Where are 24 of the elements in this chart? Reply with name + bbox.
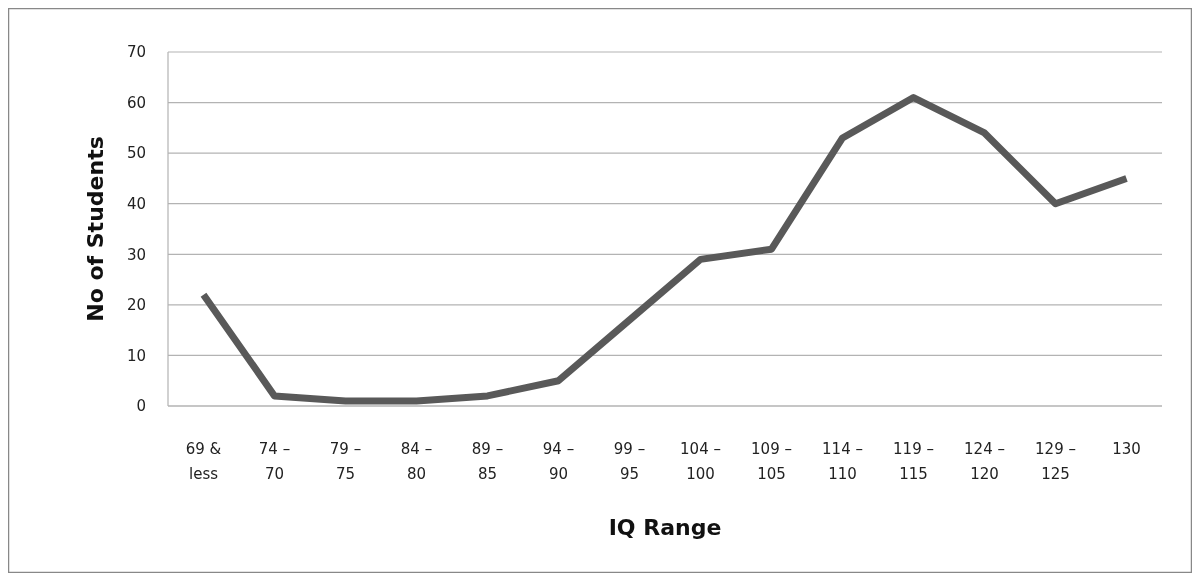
y-tick-label: 10	[126, 346, 146, 365]
y-tick-label: 0	[136, 397, 146, 416]
x-axis-title: IQ Range	[608, 515, 722, 540]
x-tick-label: 94 – 90	[542, 440, 575, 483]
x-tick-label: 69 & less	[185, 440, 222, 483]
x-tick-label: 79 – 75	[329, 440, 362, 483]
x-tick-label: 89 – 85	[471, 440, 504, 483]
x-tick-label: 104 – 100	[680, 440, 721, 483]
x-tick-label: 109 – 105	[751, 440, 792, 483]
x-tick-label: 129 – 125	[1035, 440, 1076, 483]
x-tick-label: 130	[1112, 440, 1141, 458]
y-tick-label: 30	[126, 245, 146, 264]
x-tick-label: 114 – 110	[822, 440, 863, 483]
y-tick-label: 60	[126, 93, 146, 112]
y-tick-label: 70	[126, 43, 146, 62]
y-axis-title: No of Students	[83, 136, 108, 322]
x-tick-label: 124 – 120	[964, 440, 1005, 483]
x-tick-label: 119 – 115	[893, 440, 934, 483]
y-tick-label: 50	[126, 144, 146, 163]
x-tick-label: 99 – 95	[613, 440, 646, 483]
y-tick-label: 20	[126, 296, 146, 315]
x-tick-label: 84 – 80	[400, 440, 433, 483]
y-tick-label: 40	[126, 194, 146, 213]
x-tick-label: 74 – 70	[258, 440, 291, 483]
